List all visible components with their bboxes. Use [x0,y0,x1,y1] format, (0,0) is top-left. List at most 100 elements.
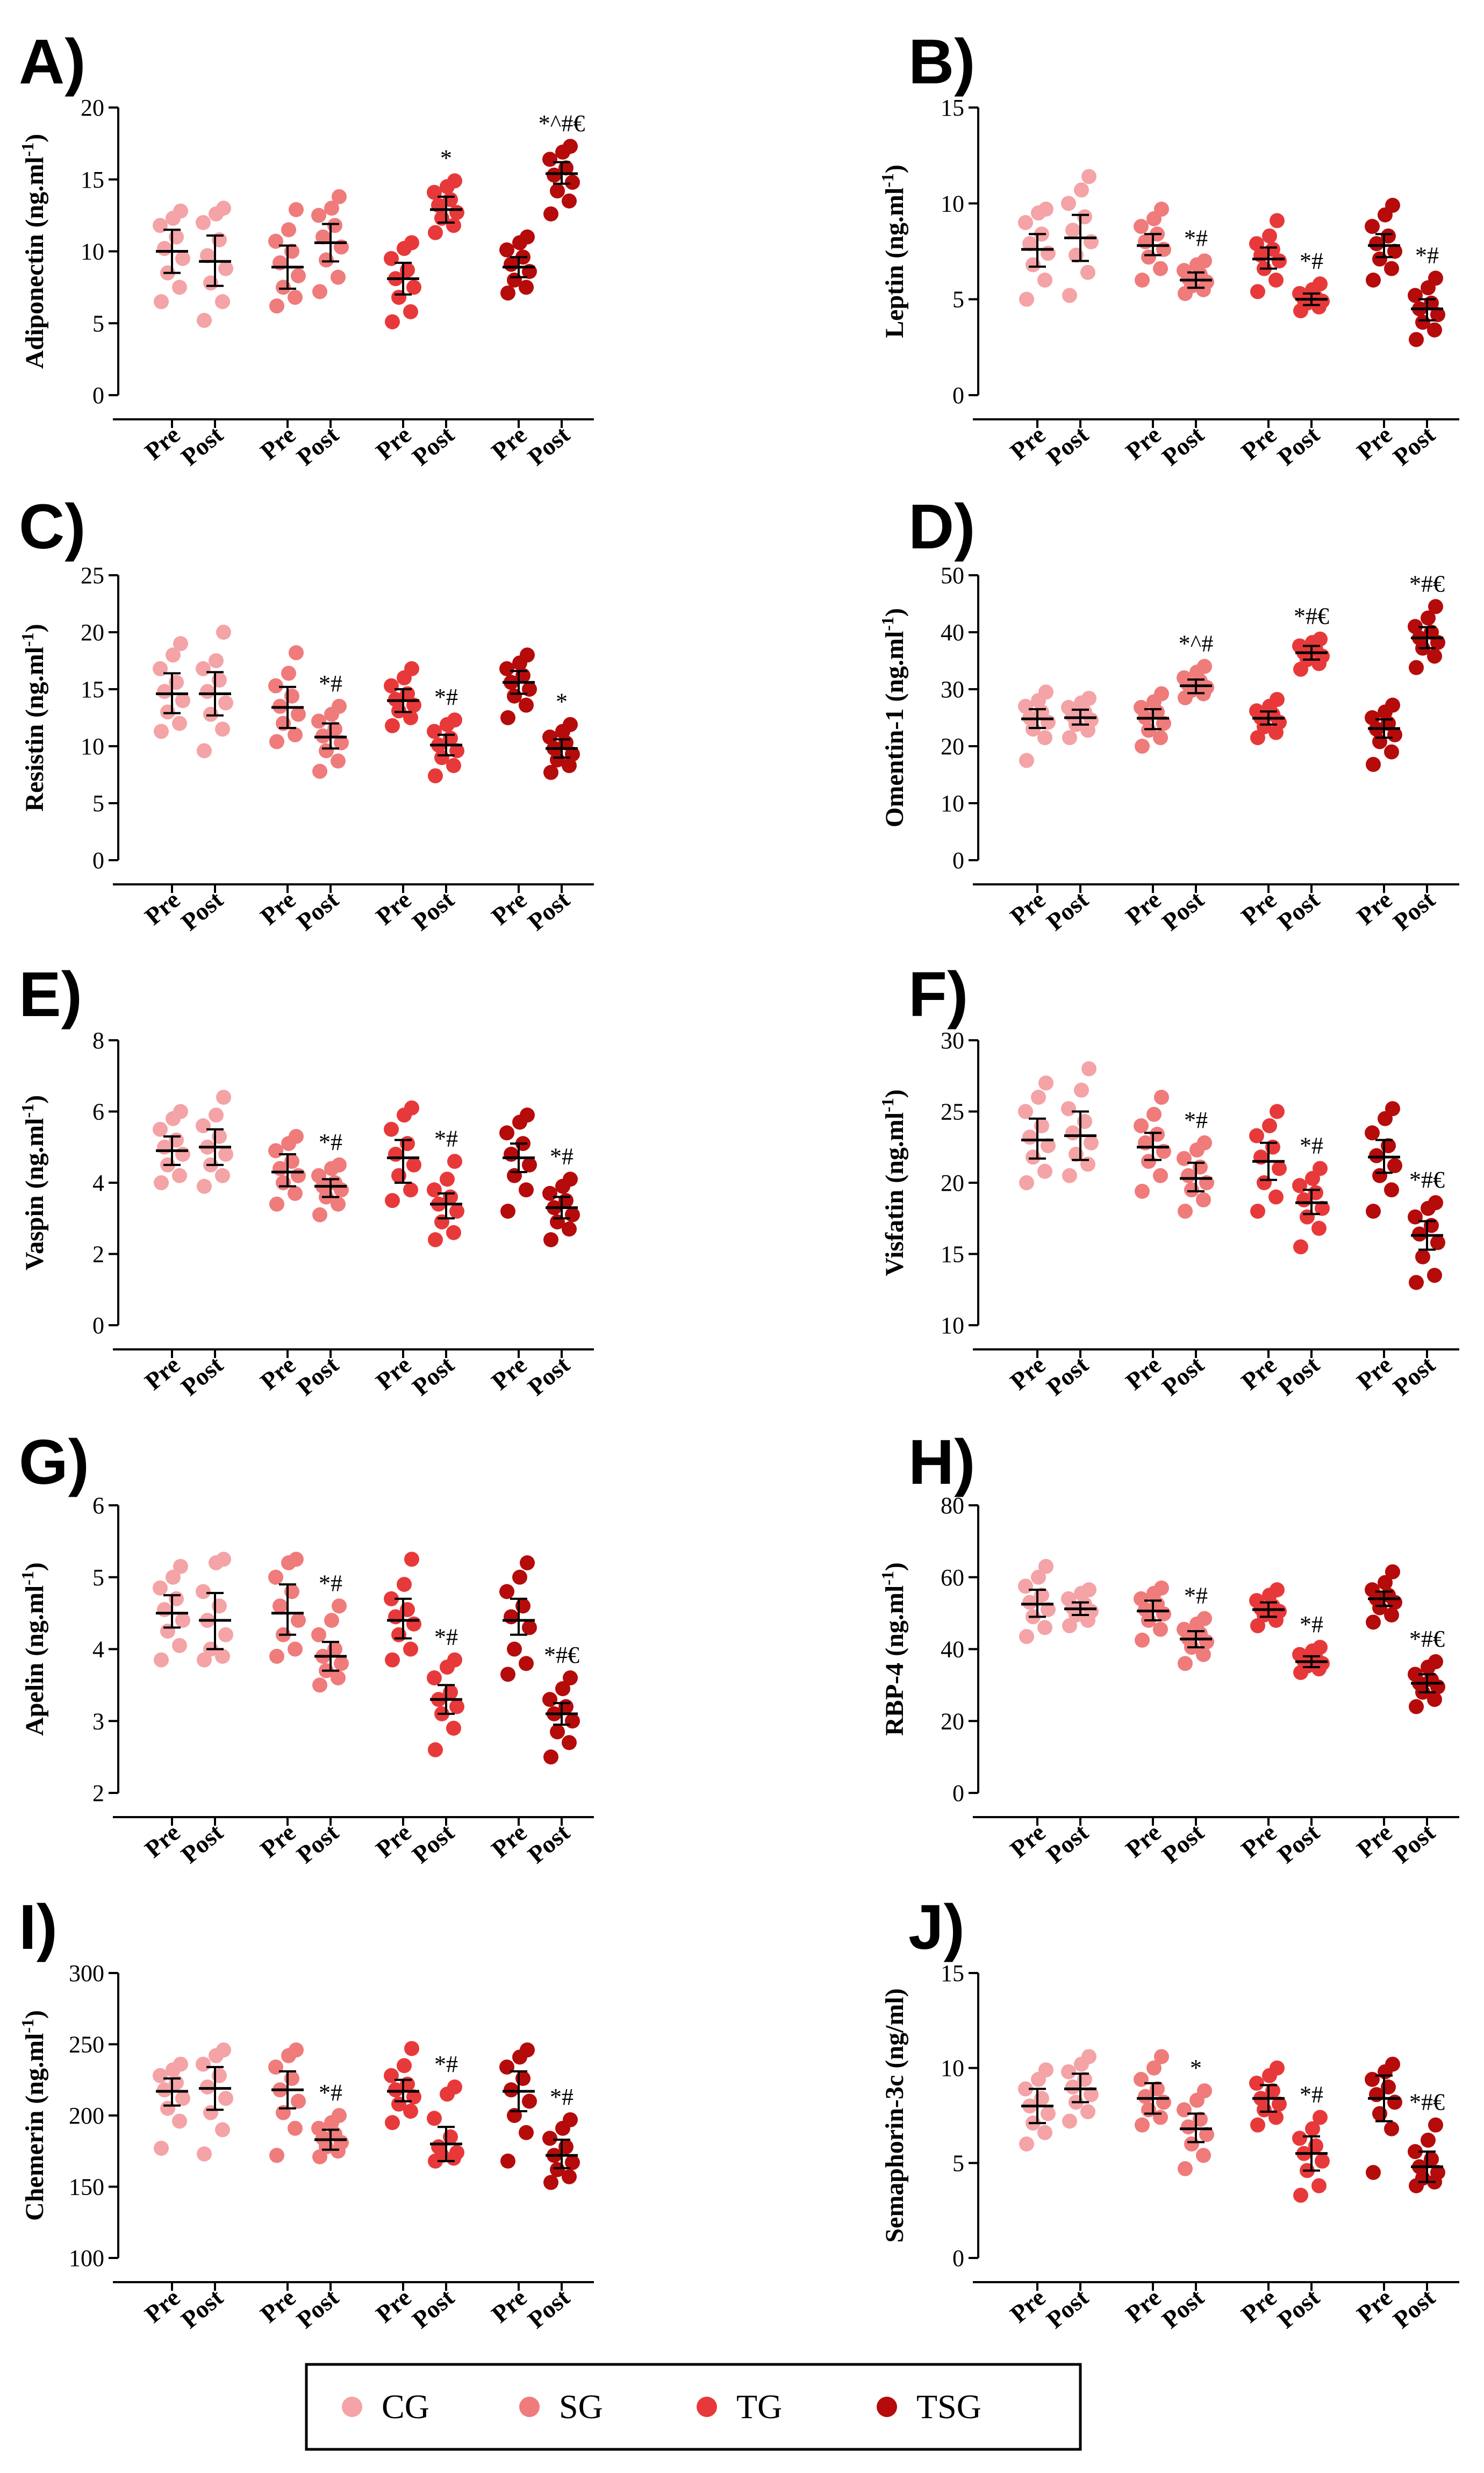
significance-annotation: *^# [1179,631,1214,657]
significance-annotation: *#€ [1409,2089,1445,2115]
data-point [1134,699,1149,715]
data-point [332,1157,347,1173]
data-point [173,1559,188,1574]
data-point [218,1147,233,1162]
data-point [522,2093,537,2109]
significance-annotation: *# [1415,242,1439,268]
y-tick-label: 15 [81,167,104,193]
data-point [332,1598,347,1614]
data-point [499,1125,514,1141]
data-point [384,1121,399,1137]
x-tick-label: Pre [1236,1819,1281,1863]
x-tick-label: Post [1272,1818,1325,1869]
data-point [215,721,230,737]
data-point [500,2153,515,2169]
data-point [1154,202,1169,217]
data-point [331,753,346,769]
x-tick-label: Post [176,885,228,936]
data-point [1154,1580,1169,1596]
x-tick-label: Post [1388,1818,1440,1869]
y-tick-label: 10 [941,190,964,217]
y-axis-label: Vaspin (ng.ml-1) [18,1095,49,1270]
x-tick-label: Post [176,1350,228,1401]
significance-annotation: *#€ [1409,1167,1445,1193]
data-point [428,1232,443,1247]
y-tick-label: 25 [941,1099,964,1125]
data-point [404,1100,419,1116]
data-point [1041,2106,1056,2121]
data-point [499,1584,514,1599]
data-point [1305,2121,1320,2136]
data-point [1428,599,1443,614]
x-tick-label: Pre [139,1819,185,1863]
significance-annotation: *# [434,2051,458,2077]
data-point [332,698,347,714]
data-point [555,1681,570,1697]
significance-annotation: *# [319,2079,342,2106]
data-point [1385,1564,1400,1579]
data-point [291,706,306,722]
x-tick-label: Pre [1236,421,1281,466]
data-point [1249,703,1264,719]
data-point [1196,1192,1211,1207]
data-point [218,261,233,276]
x-tick-label: Post [291,420,344,471]
data-point [1369,236,1384,252]
data-point [1249,1593,1264,1609]
significance-annotation: *#€ [1409,1626,1445,1652]
data-point [196,1118,211,1133]
y-tick-label: 0 [952,847,964,874]
y-tick-label: 20 [941,733,964,760]
data-point [157,2082,172,2098]
data-point [1384,1607,1399,1623]
data-point [291,2093,306,2109]
data-point [1315,1200,1330,1216]
data-point [1041,1602,1056,1617]
data-point [331,1670,346,1685]
data-point [1430,307,1445,323]
y-tick-label: 4 [92,1170,104,1196]
data-point [281,666,296,681]
data-point [520,229,535,245]
x-tick-label: Pre [1120,1819,1166,1863]
x-tick-label: Pre [1351,1819,1397,1863]
x-tick-label: Pre [1351,1351,1397,1396]
data-point [1270,1582,1285,1598]
data-point [563,1171,578,1187]
data-point [1062,730,1077,746]
y-tick-label: 0 [92,847,104,874]
data-point [1081,1061,1096,1076]
data-point [447,712,462,728]
y-tick-label: 30 [941,676,964,703]
data-point [153,1580,168,1596]
data-point [1084,2087,1099,2103]
data-point [428,1742,443,1757]
data-point [172,1638,187,1653]
data-point [385,314,400,330]
x-tick-label: Post [1388,1350,1440,1401]
data-point [197,312,212,328]
data-point [1409,332,1424,347]
y-tick-label: 0 [92,382,104,409]
data-point [1384,1182,1399,1198]
x-tick-label: Post [291,1350,344,1401]
data-point [1262,1118,1277,1133]
data-point [1135,739,1150,754]
data-point [1366,1614,1381,1630]
panel-letter: F) [908,959,968,1030]
data-point [1081,169,1096,184]
data-point [519,280,534,295]
x-tick-label: Pre [1120,1351,1166,1396]
data-point [196,215,211,230]
data-point [1178,1656,1193,1671]
data-point [1019,291,1034,307]
data-point [166,1569,181,1585]
data-point [1061,1101,1076,1117]
legend: CG SG TG TSG [305,2363,1082,2451]
y-axis-label: Resistin (ng.ml-1) [18,624,49,811]
data-point [512,1569,527,1585]
data-point [1177,670,1192,685]
data-point [403,304,418,319]
significance-annotation: *# [1184,1107,1208,1133]
